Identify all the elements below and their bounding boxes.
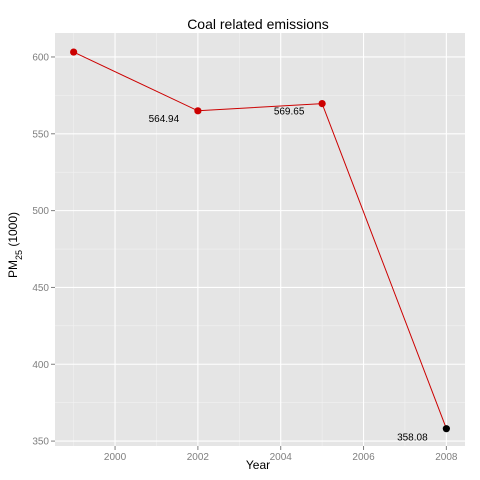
data-labels: 564.94 569.65 358.08	[149, 107, 429, 444]
x-tick-label: 2000	[104, 452, 127, 463]
series-line-path	[73, 51, 447, 429]
y-axis-title-main: PM	[6, 260, 20, 278]
y-tick-label: 400	[32, 360, 49, 371]
x-axis-title: Year	[246, 458, 270, 472]
series-line	[73, 51, 447, 429]
x-tick-label: 2002	[187, 452, 210, 463]
data-point	[194, 107, 202, 115]
y-tick-label: 500	[32, 206, 49, 217]
data-point	[442, 425, 450, 433]
plot-panel	[55, 33, 465, 446]
x-tick-label: 2004	[270, 452, 293, 463]
y-tick-label: 600	[32, 52, 49, 63]
y-tick-label: 550	[32, 129, 49, 140]
chart-title: Coal related emissions	[187, 16, 329, 32]
data-label: 564.94	[149, 114, 180, 125]
series-points	[70, 48, 450, 433]
y-axis-title-sub: 25	[14, 250, 24, 260]
y-axis-title-suffix: (1000)	[6, 212, 20, 250]
data-point	[70, 48, 78, 56]
y-axis-title: PM25 (1000)	[6, 212, 24, 278]
gridlines	[55, 33, 465, 446]
x-tick-label: 2006	[352, 452, 375, 463]
y-tick-label: 350	[32, 437, 49, 448]
axis-ticks: 2000 2002 2004 2006 2008 350 400 450 500 550 600	[32, 52, 458, 463]
data-point	[318, 100, 326, 108]
y-tick-label: 450	[32, 283, 49, 294]
data-label: 569.65	[274, 107, 305, 118]
x-tick-label: 2008	[435, 452, 458, 463]
data-label: 358.08	[397, 433, 428, 444]
